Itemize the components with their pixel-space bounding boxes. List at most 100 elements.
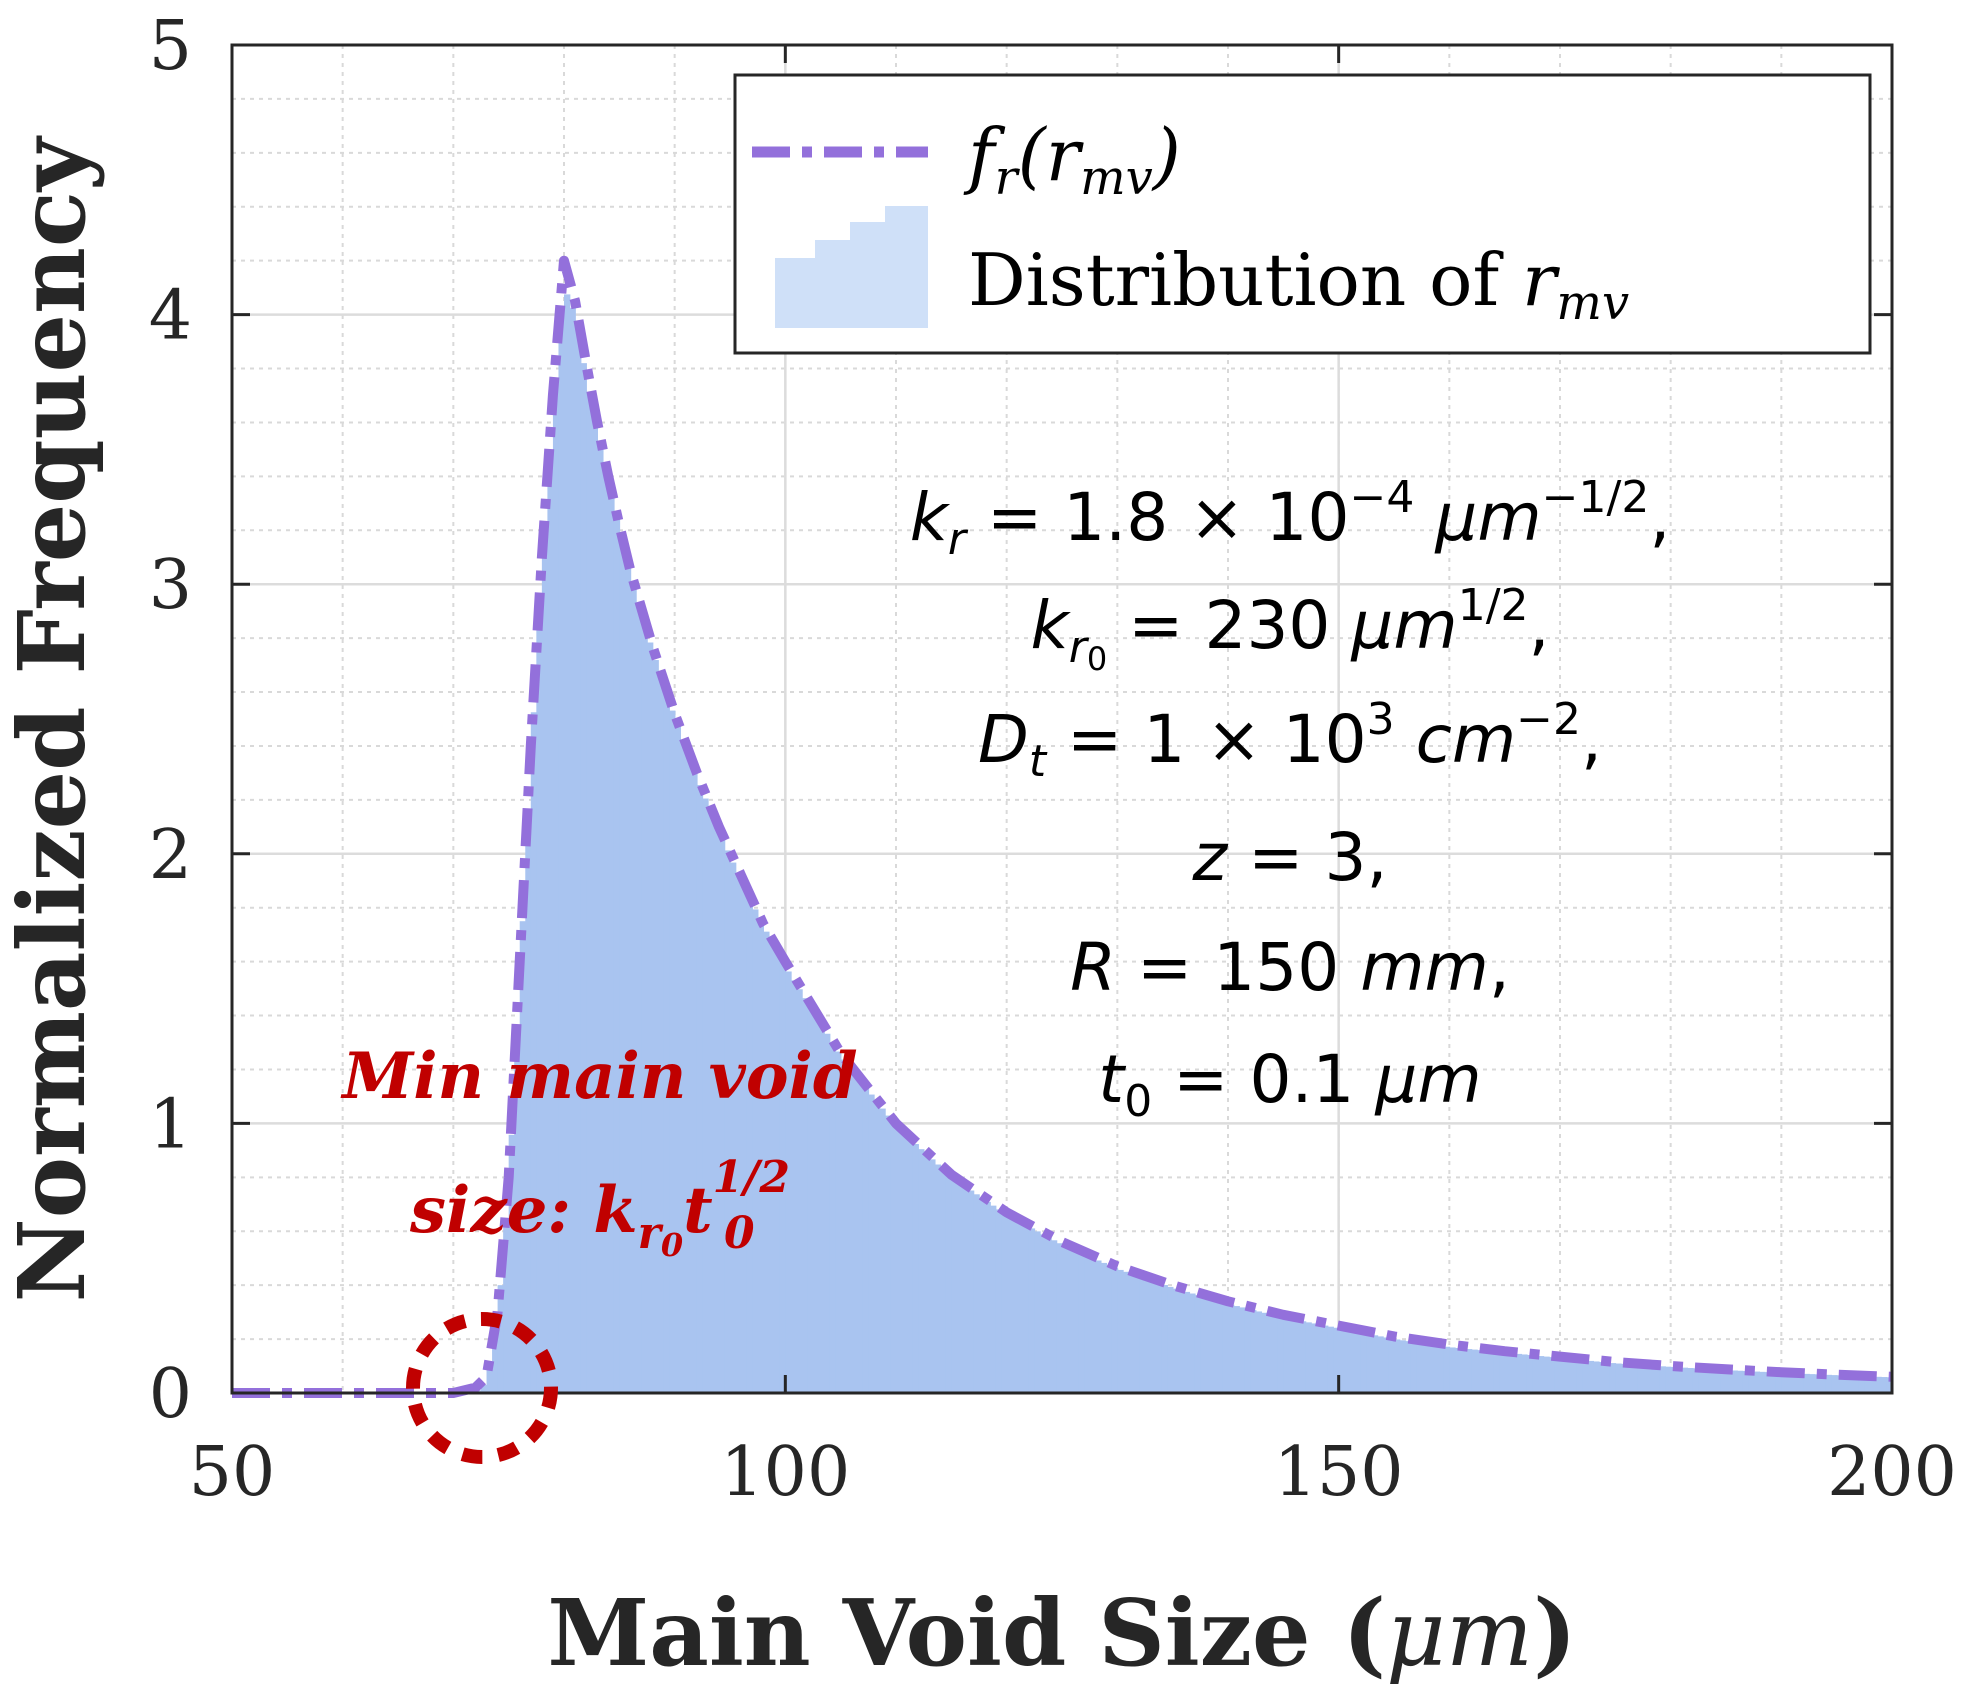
histogram-bar (1648, 1365, 1655, 1393)
histogram-bar (691, 770, 698, 1393)
histogram-bar (1017, 1222, 1025, 1393)
histogram-bar (1643, 1365, 1650, 1393)
histogram-bar (1156, 1283, 1163, 1393)
histogram-bar (1526, 1354, 1534, 1393)
histogram-bar (1056, 1243, 1063, 1393)
histogram-bar (1781, 1372, 1788, 1393)
histogram-bar (779, 961, 787, 1393)
histogram-bar (1582, 1360, 1589, 1393)
histogram-bar (1847, 1375, 1855, 1393)
histogram-bar (707, 812, 715, 1393)
histogram-bar (597, 448, 604, 1393)
param-kr0: kr0 = 230 μm1/2, (1031, 580, 1550, 678)
histogram-bar (1620, 1363, 1628, 1393)
legend: fr(rmv) Distribution of rmv (733, 73, 1872, 355)
histogram-bar (1775, 1372, 1783, 1393)
histogram-bar (851, 1073, 859, 1393)
histogram-bar (602, 474, 610, 1393)
histogram-bar (1377, 1336, 1384, 1393)
histogram-bar (1604, 1362, 1611, 1393)
y-tick-label: 4 (149, 277, 192, 356)
histogram-bar (647, 642, 654, 1393)
histogram-bar (1222, 1303, 1229, 1393)
histogram-bar (1122, 1271, 1130, 1393)
histogram-bar (1703, 1368, 1711, 1393)
histogram-bar (1039, 1234, 1047, 1393)
histogram-bar (1615, 1363, 1622, 1393)
histogram-bar (1482, 1350, 1489, 1393)
histogram-bar (1100, 1262, 1108, 1393)
histogram-bar (1737, 1370, 1744, 1393)
histogram-bar (1709, 1369, 1716, 1393)
histogram-bar (1465, 1349, 1473, 1393)
legend-hist-swatch (775, 206, 928, 328)
histogram-bar (1554, 1357, 1561, 1393)
histogram-bar (1034, 1231, 1041, 1393)
histogram-bar (1764, 1372, 1772, 1393)
histogram-bar (1277, 1316, 1285, 1393)
param-kr: kr = 1.8 × 10−4 μm−1/2, (910, 472, 1671, 565)
histogram-bar (1050, 1240, 1058, 1393)
histogram-bar (1266, 1314, 1274, 1393)
histogram-bar (956, 1182, 964, 1393)
histogram-bar (718, 838, 726, 1393)
histogram-bar (796, 989, 803, 1393)
histogram-bar (1886, 1377, 1893, 1393)
histogram-bar (1089, 1258, 1096, 1393)
histogram-bar (1532, 1355, 1539, 1393)
histogram-bar (1748, 1371, 1755, 1393)
histogram-bar (1659, 1366, 1666, 1393)
histogram-bar (1255, 1311, 1262, 1393)
histogram-bar (1338, 1328, 1345, 1393)
y-axis-label: Normalized Frequency (0, 135, 106, 1302)
histogram-bar (1062, 1245, 1069, 1393)
histogram-bar (934, 1164, 942, 1393)
histogram-bar (685, 756, 693, 1393)
histogram-bar (1360, 1333, 1368, 1393)
histogram-bar (630, 587, 637, 1393)
histogram-bar (1344, 1329, 1351, 1393)
histogram-bar (1427, 1344, 1434, 1393)
histogram-bar (1759, 1371, 1766, 1393)
histogram-bar (962, 1186, 969, 1393)
histogram-bar (1311, 1323, 1318, 1393)
histogram-bar (790, 980, 798, 1393)
histogram-bar (635, 606, 643, 1393)
legend-hist-label: Distribution of rmv (968, 238, 1629, 331)
histogram-bar (702, 798, 709, 1393)
histogram-bar (663, 693, 670, 1393)
param-r: R = 150 mm, (1070, 929, 1510, 1006)
histogram-bar (1814, 1374, 1821, 1393)
histogram-bar (967, 1190, 975, 1393)
histogram-bar (1836, 1375, 1843, 1393)
histogram-bar (1145, 1279, 1152, 1393)
histogram-bar (896, 1128, 903, 1393)
histogram-bar (1106, 1265, 1113, 1393)
histogram-bar (1371, 1335, 1379, 1393)
histogram-bar (1681, 1367, 1689, 1393)
histogram-bar (1410, 1341, 1417, 1393)
histogram-bar (884, 1115, 892, 1393)
histogram-bar (674, 726, 681, 1393)
histogram-bar (1294, 1320, 1301, 1393)
parameter-block: kr = 1.8 × 10−4 μm−1/2, kr0 = 230 μm1/2,… (910, 472, 1671, 1127)
histogram-bar (547, 455, 554, 1393)
histogram-bar (1161, 1285, 1168, 1393)
histogram-bar (1598, 1361, 1606, 1393)
histogram-bar (1753, 1371, 1760, 1393)
histogram-bar (1858, 1376, 1866, 1393)
histogram-bar (1355, 1332, 1362, 1393)
histogram-bar (1792, 1373, 1799, 1393)
histogram-bar (1714, 1369, 1722, 1393)
histogram-bar (1095, 1260, 1102, 1393)
histogram-bar (1111, 1267, 1119, 1393)
histogram-bar (1194, 1295, 1202, 1393)
histogram-bar (1809, 1374, 1816, 1393)
histogram-bar (757, 920, 764, 1393)
histogram-bar (1842, 1375, 1849, 1393)
histogram-bar (801, 998, 809, 1393)
histogram-bar (1244, 1308, 1251, 1393)
histogram-bar (1178, 1290, 1185, 1393)
histogram-bar (497, 1285, 504, 1393)
